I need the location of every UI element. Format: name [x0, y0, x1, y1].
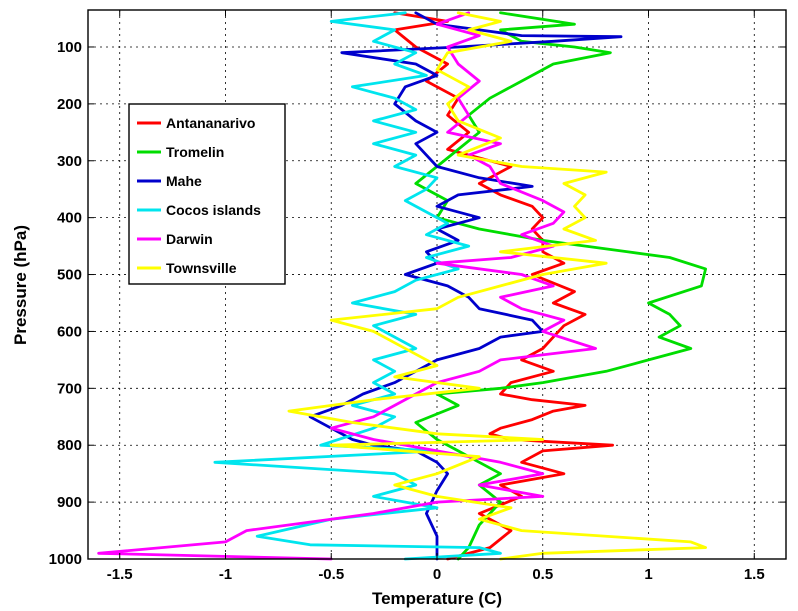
x-tick-label: 1 [644, 566, 652, 583]
y-tick-label: 300 [57, 153, 82, 170]
series-line-antananarivo [393, 11, 614, 561]
legend-label: Mahe [166, 173, 202, 189]
y-tick-label: 700 [57, 380, 82, 397]
x-tick-label: 1.5 [744, 566, 765, 583]
y-tick-labels: 100 200 300 400 500 600 700 800 900 1000 [49, 39, 786, 568]
y-tick-label: 100 [57, 39, 82, 56]
y-tick-label: 1000 [49, 551, 82, 568]
series-layer [97, 11, 707, 561]
x-tick-labels: -1.5 -1 -0.5 0 0.5 1 1.5 [107, 10, 765, 583]
x-axis-label: Temperature (C) [372, 589, 502, 608]
x-tick-label: -0.5 [318, 566, 344, 583]
x-tick-label: -1.5 [107, 566, 133, 583]
y-tick-label: 500 [57, 267, 82, 284]
y-tick-label: 600 [57, 323, 82, 340]
series-line-tromelin [414, 11, 707, 561]
legend-label: Antananarivo [166, 115, 255, 131]
legend-items: Antananarivo Tromelin Mahe Cocos islands Dar… [137, 115, 261, 276]
series-line-mahe [308, 11, 623, 561]
x-tick-label: 0.5 [532, 566, 553, 583]
x-tick-label: -1 [219, 566, 232, 583]
series-line-townsville [287, 11, 707, 561]
y-tick-label: 900 [57, 494, 82, 511]
y-tick-label: 200 [57, 96, 82, 113]
x-tick-label: 0 [433, 566, 441, 583]
legend-box [128, 103, 286, 285]
series-line-darwin [97, 11, 597, 561]
legend: Antananarivo Tromelin Mahe Cocos islands Dar… [128, 103, 286, 285]
y-tick-label: 800 [57, 437, 82, 454]
legend-label: Townsville [166, 260, 237, 276]
legend-label: Tromelin [166, 144, 224, 160]
y-axis-label: Pressure (hPa) [11, 225, 30, 345]
legend-label: Cocos islands [166, 202, 261, 218]
y-tick-label: 400 [57, 210, 82, 227]
legend-label: Darwin [166, 231, 213, 247]
